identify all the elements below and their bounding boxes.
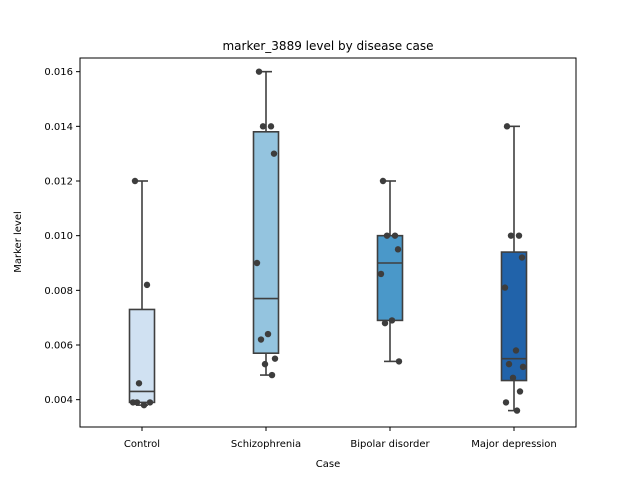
y-tick-label: 0.016 — [44, 67, 73, 78]
y-tick-label: 0.014 — [44, 122, 73, 133]
data-point — [513, 407, 521, 414]
data-point — [505, 360, 513, 368]
data-point — [255, 68, 263, 75]
data-point — [271, 355, 279, 362]
box-group-3 — [376, 177, 404, 365]
x-tick-label: Bipolar disorder — [350, 439, 430, 450]
y-tick-label: 0.008 — [44, 286, 73, 297]
data-point — [501, 284, 509, 291]
data-point — [391, 232, 399, 239]
box-group-2 — [252, 68, 280, 379]
x-tick-label: Major depression — [471, 439, 557, 450]
data-point — [146, 399, 154, 406]
data-point — [264, 330, 272, 338]
data-point — [133, 399, 141, 406]
data-point — [259, 123, 267, 130]
chart-title: marker_3889 level by disease case — [222, 39, 433, 53]
y-tick-label: 0.012 — [44, 177, 73, 188]
data-point — [518, 254, 526, 261]
data-point — [383, 232, 391, 239]
y-tick-label: 0.006 — [44, 341, 73, 352]
data-point — [394, 246, 402, 253]
data-point — [516, 388, 524, 395]
data-point — [509, 374, 517, 381]
x-tick-label: Schizophrenia — [231, 439, 301, 450]
x-tick-label: Control — [124, 439, 160, 450]
data-point — [270, 150, 278, 157]
plot-frame — [79, 57, 577, 428]
y-tick-label: 0.004 — [44, 395, 73, 406]
y-axis-label: Marker level — [13, 211, 24, 273]
data-point — [131, 177, 139, 185]
data-point — [379, 177, 387, 185]
y-axis: 0.004 0.006 0.008 0.010 0.012 0.014 0.016 — [44, 67, 80, 406]
data-point — [388, 317, 396, 324]
data-point — [261, 360, 269, 368]
data-point — [515, 232, 523, 239]
data-point — [257, 336, 265, 343]
x-axis: Control Schizophrenia Bipolar disorder Majo… — [124, 427, 557, 450]
y-tick-label: 0.010 — [44, 231, 73, 242]
data-point — [381, 319, 389, 327]
box-iqr — [500, 251, 528, 382]
box-iqr — [252, 131, 280, 354]
data-point — [503, 123, 511, 130]
data-point — [140, 401, 148, 409]
data-point — [502, 399, 510, 406]
box-group-4 — [500, 123, 528, 414]
data-point — [253, 259, 261, 267]
data-point — [143, 281, 151, 289]
data-point — [135, 380, 143, 387]
data-point — [395, 358, 403, 365]
x-axis-label: Case — [316, 459, 340, 470]
box-group-1 — [128, 177, 156, 409]
plot-area — [128, 68, 528, 414]
data-point — [377, 270, 385, 278]
data-point — [268, 371, 276, 379]
data-point — [519, 363, 527, 371]
data-point — [267, 123, 275, 130]
data-point — [507, 232, 515, 239]
box-iqr — [128, 308, 156, 404]
data-point — [512, 347, 520, 354]
